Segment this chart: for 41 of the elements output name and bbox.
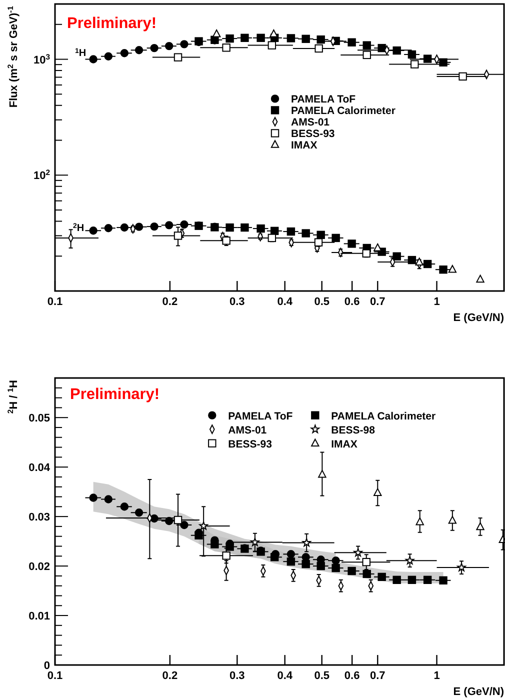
legend-label: BESS-98: [331, 424, 376, 436]
x-tick-label: 0.1: [47, 296, 63, 308]
y-tick-label: 0.04: [28, 462, 51, 474]
x-tick-label: 0.5: [314, 670, 330, 682]
y-tick-label: 0: [44, 660, 50, 672]
legend-label: BESS-93: [228, 438, 272, 450]
annotation: Preliminary!: [67, 15, 157, 32]
x-tick-label: 0.6: [344, 670, 360, 682]
x-tick-label: 0.7: [370, 670, 386, 682]
x-tick-label: 0.4: [277, 296, 294, 308]
x-tick-label: 0.2: [162, 670, 178, 682]
legend-label: PAMELA Calorimeter: [331, 410, 436, 422]
legend-label: AMS-01: [228, 424, 267, 436]
x-tick-label: 0.3: [230, 670, 245, 682]
y-tick-label: 0.05: [28, 412, 50, 425]
x-tick-label: 0.2: [162, 296, 178, 308]
x-tick-label: 0.7: [370, 296, 386, 308]
legend-label: PAMELA Calorimeter: [291, 105, 396, 118]
annotation: $^{1}$H: [75, 48, 86, 59]
x-tick-label: 0.3: [230, 296, 245, 308]
legend-label: BESS-93: [291, 128, 335, 140]
x-axis-title: E (GeV/N): [453, 686, 504, 698]
x-tick-label: 0.6: [344, 296, 360, 308]
annotation: Preliminary!: [70, 386, 160, 403]
x-tick-label: 0.4: [277, 670, 294, 682]
legend-label: PAMELA ToF: [228, 410, 294, 422]
x-tick-label: 0.5: [314, 296, 330, 308]
x-tick-label: 1: [434, 296, 440, 308]
y-tick-label: 10$^{3}$: [33, 52, 50, 66]
annotation: $^{2}$H: [73, 222, 84, 234]
y-tick-label: 0.02: [28, 561, 50, 574]
y-tick-label: 0.03: [28, 512, 50, 524]
y-tick-label: 10$^{2}$: [33, 168, 50, 182]
legend-label: IMAX: [331, 438, 358, 450]
legend-label: AMS-01: [291, 116, 330, 129]
y-tick-label: 0.01: [28, 610, 50, 623]
legend-label: PAMELA ToF: [291, 94, 356, 106]
legend-label: IMAX: [291, 140, 318, 152]
x-tick-label: 0.1: [47, 670, 63, 682]
x-axis-title: E (GeV/N): [453, 312, 504, 324]
x-tick-label: 1: [434, 670, 440, 682]
